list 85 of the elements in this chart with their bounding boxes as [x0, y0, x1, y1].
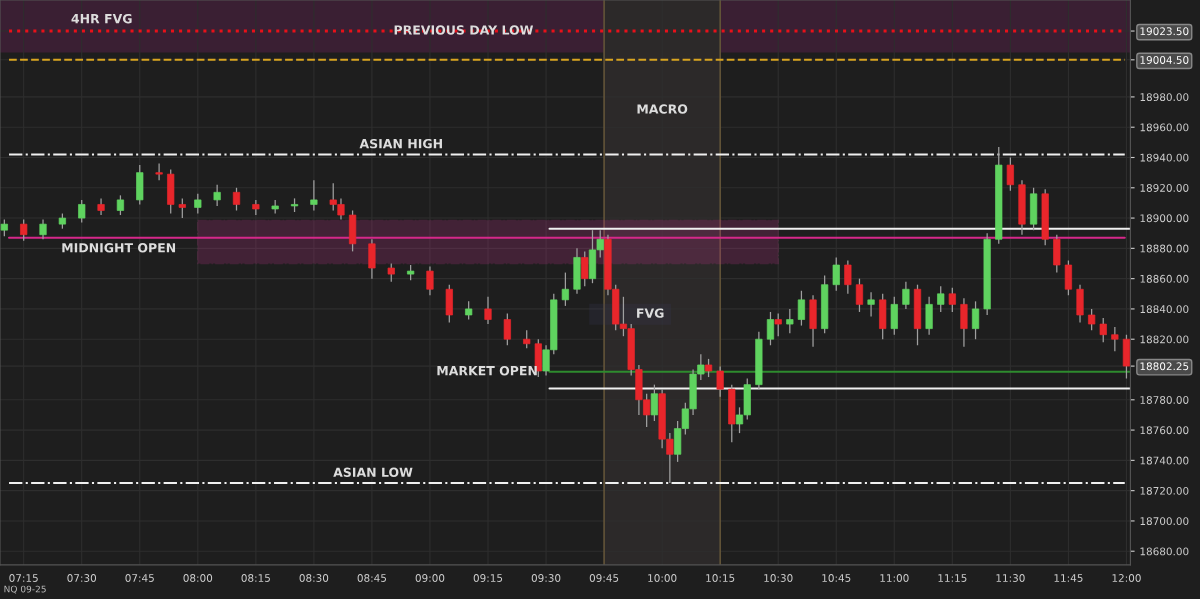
band-label: 4HR FVG — [71, 13, 132, 24]
candlestick — [310, 179, 318, 212]
x-tick-label: 10:30 — [764, 574, 793, 582]
candlestick — [116, 194, 125, 216]
candlestick — [484, 296, 492, 325]
x-tick-label: 11:45 — [1054, 574, 1083, 582]
y-tick-label: 19023.50 — [1140, 27, 1189, 36]
x-tick-label: 08:45 — [357, 574, 387, 582]
y-tick-label: 18680.00 — [1140, 547, 1189, 556]
x-tick-label: 11:00 — [880, 574, 909, 582]
band-label: MACRO — [637, 104, 688, 114]
candlestick — [78, 199, 86, 224]
x-tick-label: 10:15 — [706, 574, 735, 582]
y-tick-label: 18820.00 — [1140, 335, 1189, 344]
candlestick — [1006, 156, 1014, 192]
y-tick-label: 18840.00 — [1140, 305, 1189, 314]
candlestick — [948, 287, 956, 313]
candlestick — [561, 271, 569, 307]
candlestick — [465, 300, 473, 321]
candlestick — [704, 358, 713, 378]
candlestick — [581, 250, 589, 287]
x-tick-label: 10:00 — [648, 574, 677, 582]
candlestick — [832, 256, 840, 292]
text: NQ 09-25 — [4, 585, 46, 594]
y-tick-label: 18780.00 — [1140, 396, 1189, 404]
candlestick — [971, 300, 980, 340]
candlestick — [213, 184, 221, 207]
candlestick — [786, 308, 794, 334]
candlestick — [387, 262, 395, 283]
x-tick-label: 08:00 — [183, 574, 213, 582]
x-tick-label: 09:30 — [531, 574, 561, 582]
y-tick-label: 18980.00 — [1140, 93, 1189, 102]
candlestick — [1088, 308, 1096, 331]
candlestick — [774, 312, 782, 337]
x-tick-label: 07:30 — [67, 574, 97, 582]
x-tick-label: 07:15 — [9, 574, 38, 582]
ref-line-label: PREVIOUS DAY LOW — [394, 25, 534, 35]
y-tick-label: 18760.00 — [1140, 426, 1189, 435]
series-label: FVG — [637, 308, 664, 318]
candlestick — [39, 218, 47, 240]
candlestick — [1111, 326, 1119, 352]
candlestick — [20, 218, 28, 242]
candlestick — [194, 193, 202, 215]
y-tick-label: 18940.00 — [1140, 153, 1189, 162]
candlestick — [97, 197, 105, 216]
candlestick — [716, 365, 724, 398]
candlestick — [855, 278, 864, 313]
candlestick — [523, 329, 531, 349]
candlestick — [232, 187, 241, 212]
candlestick — [902, 281, 910, 310]
y-tick-label: 18880.00 — [1140, 244, 1189, 253]
x-tick-label: 08:30 — [299, 574, 329, 582]
y-tick-label: 18802.25 — [1140, 362, 1189, 371]
candlestick — [650, 384, 658, 422]
x-tick-label: 08:15 — [241, 574, 270, 582]
candlestick — [1099, 317, 1107, 343]
candlestick — [426, 265, 434, 296]
candlestick — [155, 162, 163, 181]
candlestick — [178, 197, 186, 219]
x-tick-label: 12:00 — [1112, 574, 1141, 582]
ref-line-label: ASIAN LOW — [333, 467, 413, 477]
candlestick — [867, 291, 875, 318]
ref-line-label: MIDNIGHT OPEN — [62, 243, 176, 253]
series-label: MARKET OPEN — [437, 365, 537, 376]
ref-line-label: ASIAN HIGH — [359, 138, 442, 149]
y-tick-label: 18900.00 — [1140, 214, 1189, 223]
candlestick — [844, 259, 852, 295]
y-tick-label: 18720.00 — [1140, 486, 1189, 495]
candlestick — [503, 312, 511, 346]
x-tick-label: 10:45 — [822, 574, 851, 582]
x-tick-label: 09:45 — [589, 574, 619, 582]
x-tick-label: 11:30 — [996, 574, 1025, 582]
candlestick — [937, 285, 945, 313]
y-tick-label: 18920.00 — [1140, 184, 1189, 192]
x-tick-label: 09:00 — [415, 574, 445, 582]
x-tick-label: 11:15 — [938, 574, 967, 582]
y-tick-label: 18860.00 — [1140, 274, 1189, 283]
y-tick-label: 18960.00 — [1140, 123, 1189, 132]
candlestick — [766, 311, 775, 346]
y-tick-label: 19004.50 — [1140, 56, 1189, 64]
y-tick-label: 18740.00 — [1140, 456, 1189, 465]
candlestick — [797, 290, 806, 327]
y-tick-label: 18700.00 — [1140, 517, 1189, 526]
x-tick-label: 09:15 — [473, 574, 503, 582]
x-tick-label: 07:45 — [125, 574, 154, 582]
